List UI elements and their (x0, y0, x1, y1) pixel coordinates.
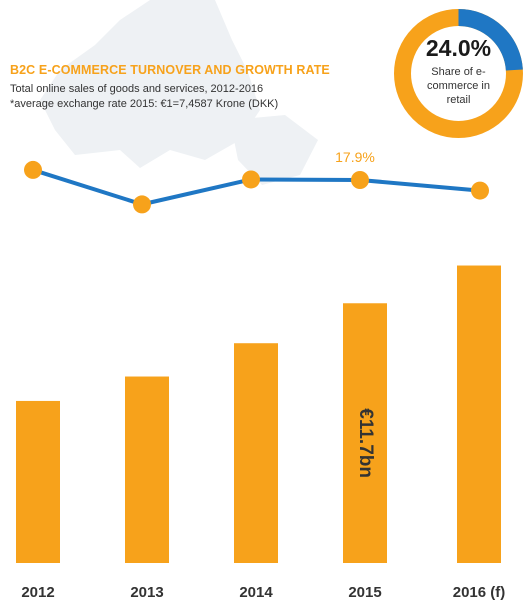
x-tick-label: 2013 (130, 584, 163, 601)
bar-2014 (234, 343, 278, 563)
bar-data-label: €11.7bn (355, 408, 376, 478)
share-donut: 24.0% Share of e-commerce in retail (392, 7, 525, 140)
bar-2016f (457, 265, 501, 563)
growth-marker-2014 (242, 170, 260, 189)
donut-share-arc (458, 9, 523, 71)
chart-subtitle: Total online sales of goods and services… (10, 83, 264, 95)
x-tick-label: 2016 (f) (453, 584, 506, 601)
donut-value: 24.0% (425, 34, 492, 61)
growth-marker-2015 (351, 171, 369, 189)
growth-marker-2013 (133, 195, 151, 214)
x-tick-label: 2015 (348, 584, 381, 601)
growth-marker-2016f (471, 181, 489, 200)
growth-data-label: 17.9% (335, 149, 375, 165)
exchange-rate-note: *average exchange rate 2015: €1=7,4587 K… (10, 98, 279, 110)
donut-label: Share of e-commerce in retail (427, 65, 490, 106)
x-tick-label: 2014 (239, 584, 273, 601)
growth-marker-2012 (24, 160, 42, 179)
bar-2013 (125, 376, 169, 563)
bar-2015 (343, 303, 387, 563)
x-tick-label: 2012 (21, 584, 54, 601)
chart-title: B2C E-COMMERCE TURNOVER AND GROWTH RATE (10, 63, 330, 77)
bar-2012 (16, 400, 60, 563)
